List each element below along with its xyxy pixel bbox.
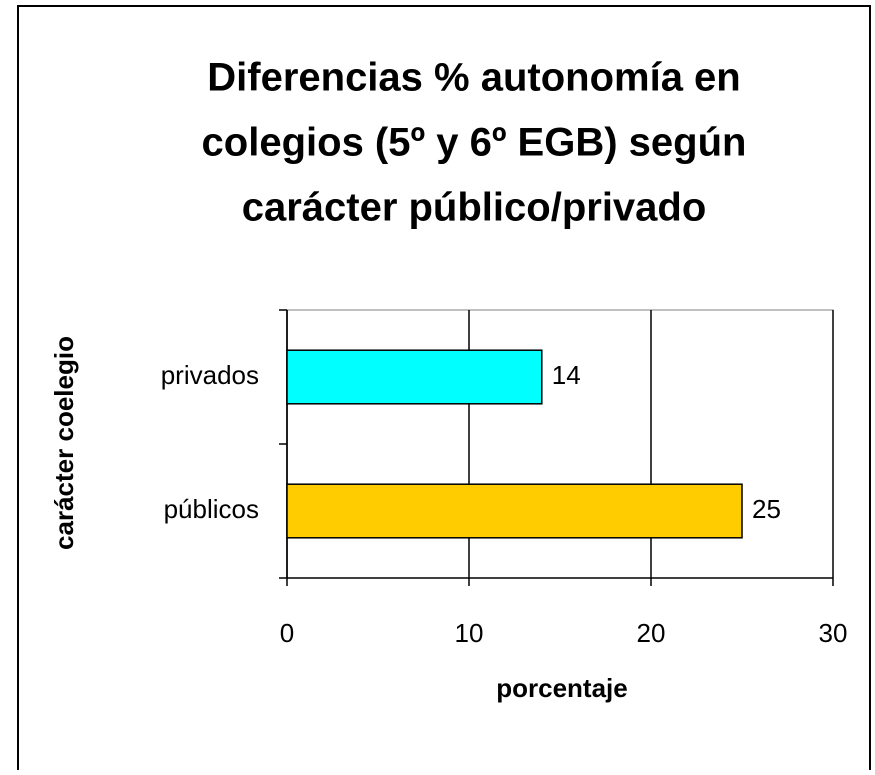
x-tick-label: 30 — [819, 618, 848, 648]
x-tick-label: 0 — [280, 618, 294, 648]
y-tick-label: públicos — [164, 494, 259, 524]
value-label: 14 — [552, 360, 581, 390]
y-axis-title: carácter coelegio — [49, 336, 79, 550]
x-axis-title: porcentaje — [496, 673, 628, 703]
bar — [286, 483, 743, 539]
title-line: carácter público/privado — [242, 186, 707, 230]
y-tick-label: privados — [161, 360, 259, 390]
x-tick-label: 20 — [637, 618, 666, 648]
title-line: Diferencias % autonomía en — [207, 56, 740, 100]
value-label: 25 — [752, 494, 781, 524]
bar — [286, 349, 543, 405]
chart-title: Diferencias % autonomía en colegios (5º y… — [202, 56, 747, 230]
x-tick-label: 10 — [455, 618, 484, 648]
title-line: colegios (5º y 6º EGB) según — [202, 121, 747, 165]
